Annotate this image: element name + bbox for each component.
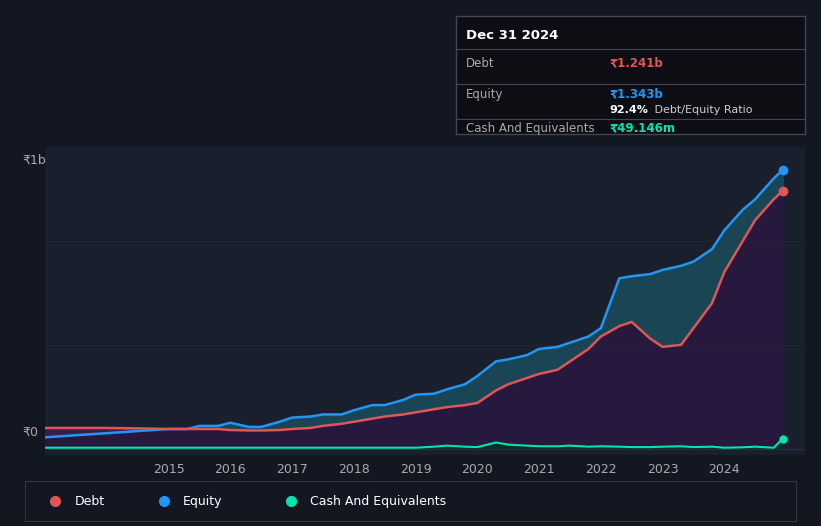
Text: Debt/Equity Ratio: Debt/Equity Ratio: [651, 105, 753, 116]
Text: Debt: Debt: [75, 494, 105, 508]
Text: ₹0: ₹0: [22, 426, 38, 439]
Text: Dec 31 2024: Dec 31 2024: [466, 29, 558, 42]
Text: Cash And Equivalents: Cash And Equivalents: [466, 122, 594, 135]
Text: ₹49.146m: ₹49.146m: [609, 122, 675, 135]
Text: ₹1.343b: ₹1.343b: [609, 88, 663, 101]
Text: Cash And Equivalents: Cash And Equivalents: [310, 494, 447, 508]
Text: 92.4%: 92.4%: [609, 105, 648, 116]
Text: ₹1b: ₹1b: [22, 154, 46, 167]
Text: ₹1.241b: ₹1.241b: [609, 57, 663, 69]
Text: Debt: Debt: [466, 57, 495, 69]
Text: Equity: Equity: [466, 88, 503, 101]
Text: Equity: Equity: [183, 494, 222, 508]
